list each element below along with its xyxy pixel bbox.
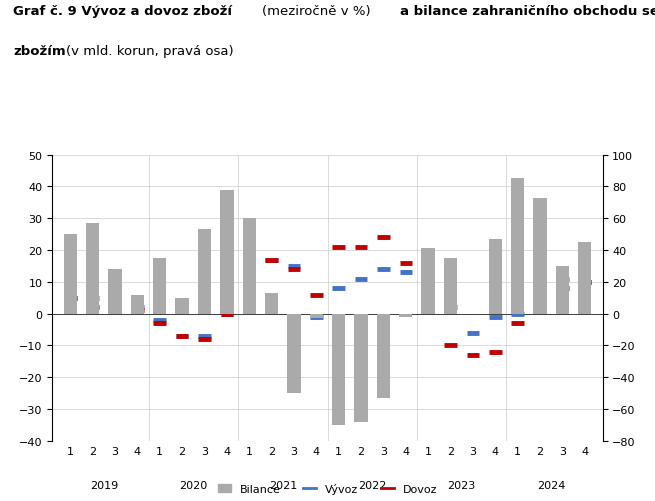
Text: 2021: 2021	[269, 479, 297, 489]
Bar	[555, 267, 569, 314]
Text: Graf č. 9 Vývoz a dovoz zboží: Graf č. 9 Vývoz a dovoz zboží	[13, 5, 232, 18]
Text: (meziročně v %): (meziročně v %)	[262, 5, 375, 18]
Bar	[533, 198, 547, 314]
Bar	[108, 270, 122, 314]
Bar	[64, 234, 77, 314]
Bar	[131, 295, 144, 314]
Text: zbožím: zbožím	[13, 45, 66, 58]
Bar	[198, 230, 211, 314]
Bar	[511, 179, 524, 314]
Bar	[489, 239, 502, 314]
Legend: Bilance, Vývoz, Dovoz: Bilance, Vývoz, Dovoz	[213, 478, 442, 498]
Bar	[265, 294, 278, 314]
Text: a bilance zahraničního obchodu se: a bilance zahraničního obchodu se	[400, 5, 655, 18]
Text: 2022: 2022	[358, 479, 386, 489]
Bar	[176, 298, 189, 314]
Bar	[86, 223, 100, 314]
Text: (v mld. korun, pravá osa): (v mld. korun, pravá osa)	[66, 45, 233, 58]
Bar	[332, 314, 345, 425]
Text: 2023: 2023	[447, 479, 476, 489]
Bar	[242, 219, 256, 314]
Text: 2020: 2020	[179, 479, 208, 489]
Bar	[444, 259, 457, 314]
Bar	[354, 314, 367, 422]
Bar	[578, 242, 591, 314]
Bar	[220, 190, 234, 314]
Bar	[153, 259, 166, 314]
Text: 2024: 2024	[537, 479, 565, 489]
Bar	[310, 314, 323, 319]
Bar	[399, 314, 413, 317]
Bar	[421, 249, 435, 314]
Bar	[377, 314, 390, 398]
Text: 2019: 2019	[90, 479, 118, 489]
Bar	[288, 314, 301, 393]
